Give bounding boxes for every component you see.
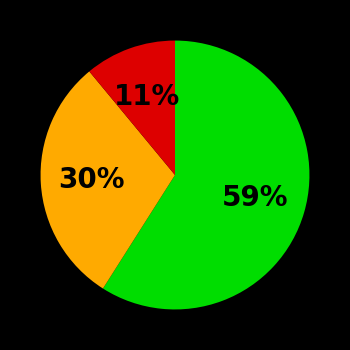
Text: 59%: 59% bbox=[222, 184, 288, 212]
Wedge shape bbox=[41, 71, 175, 288]
Text: 11%: 11% bbox=[114, 83, 180, 111]
Wedge shape bbox=[89, 41, 175, 175]
Wedge shape bbox=[103, 41, 309, 309]
Text: 30%: 30% bbox=[58, 166, 125, 194]
